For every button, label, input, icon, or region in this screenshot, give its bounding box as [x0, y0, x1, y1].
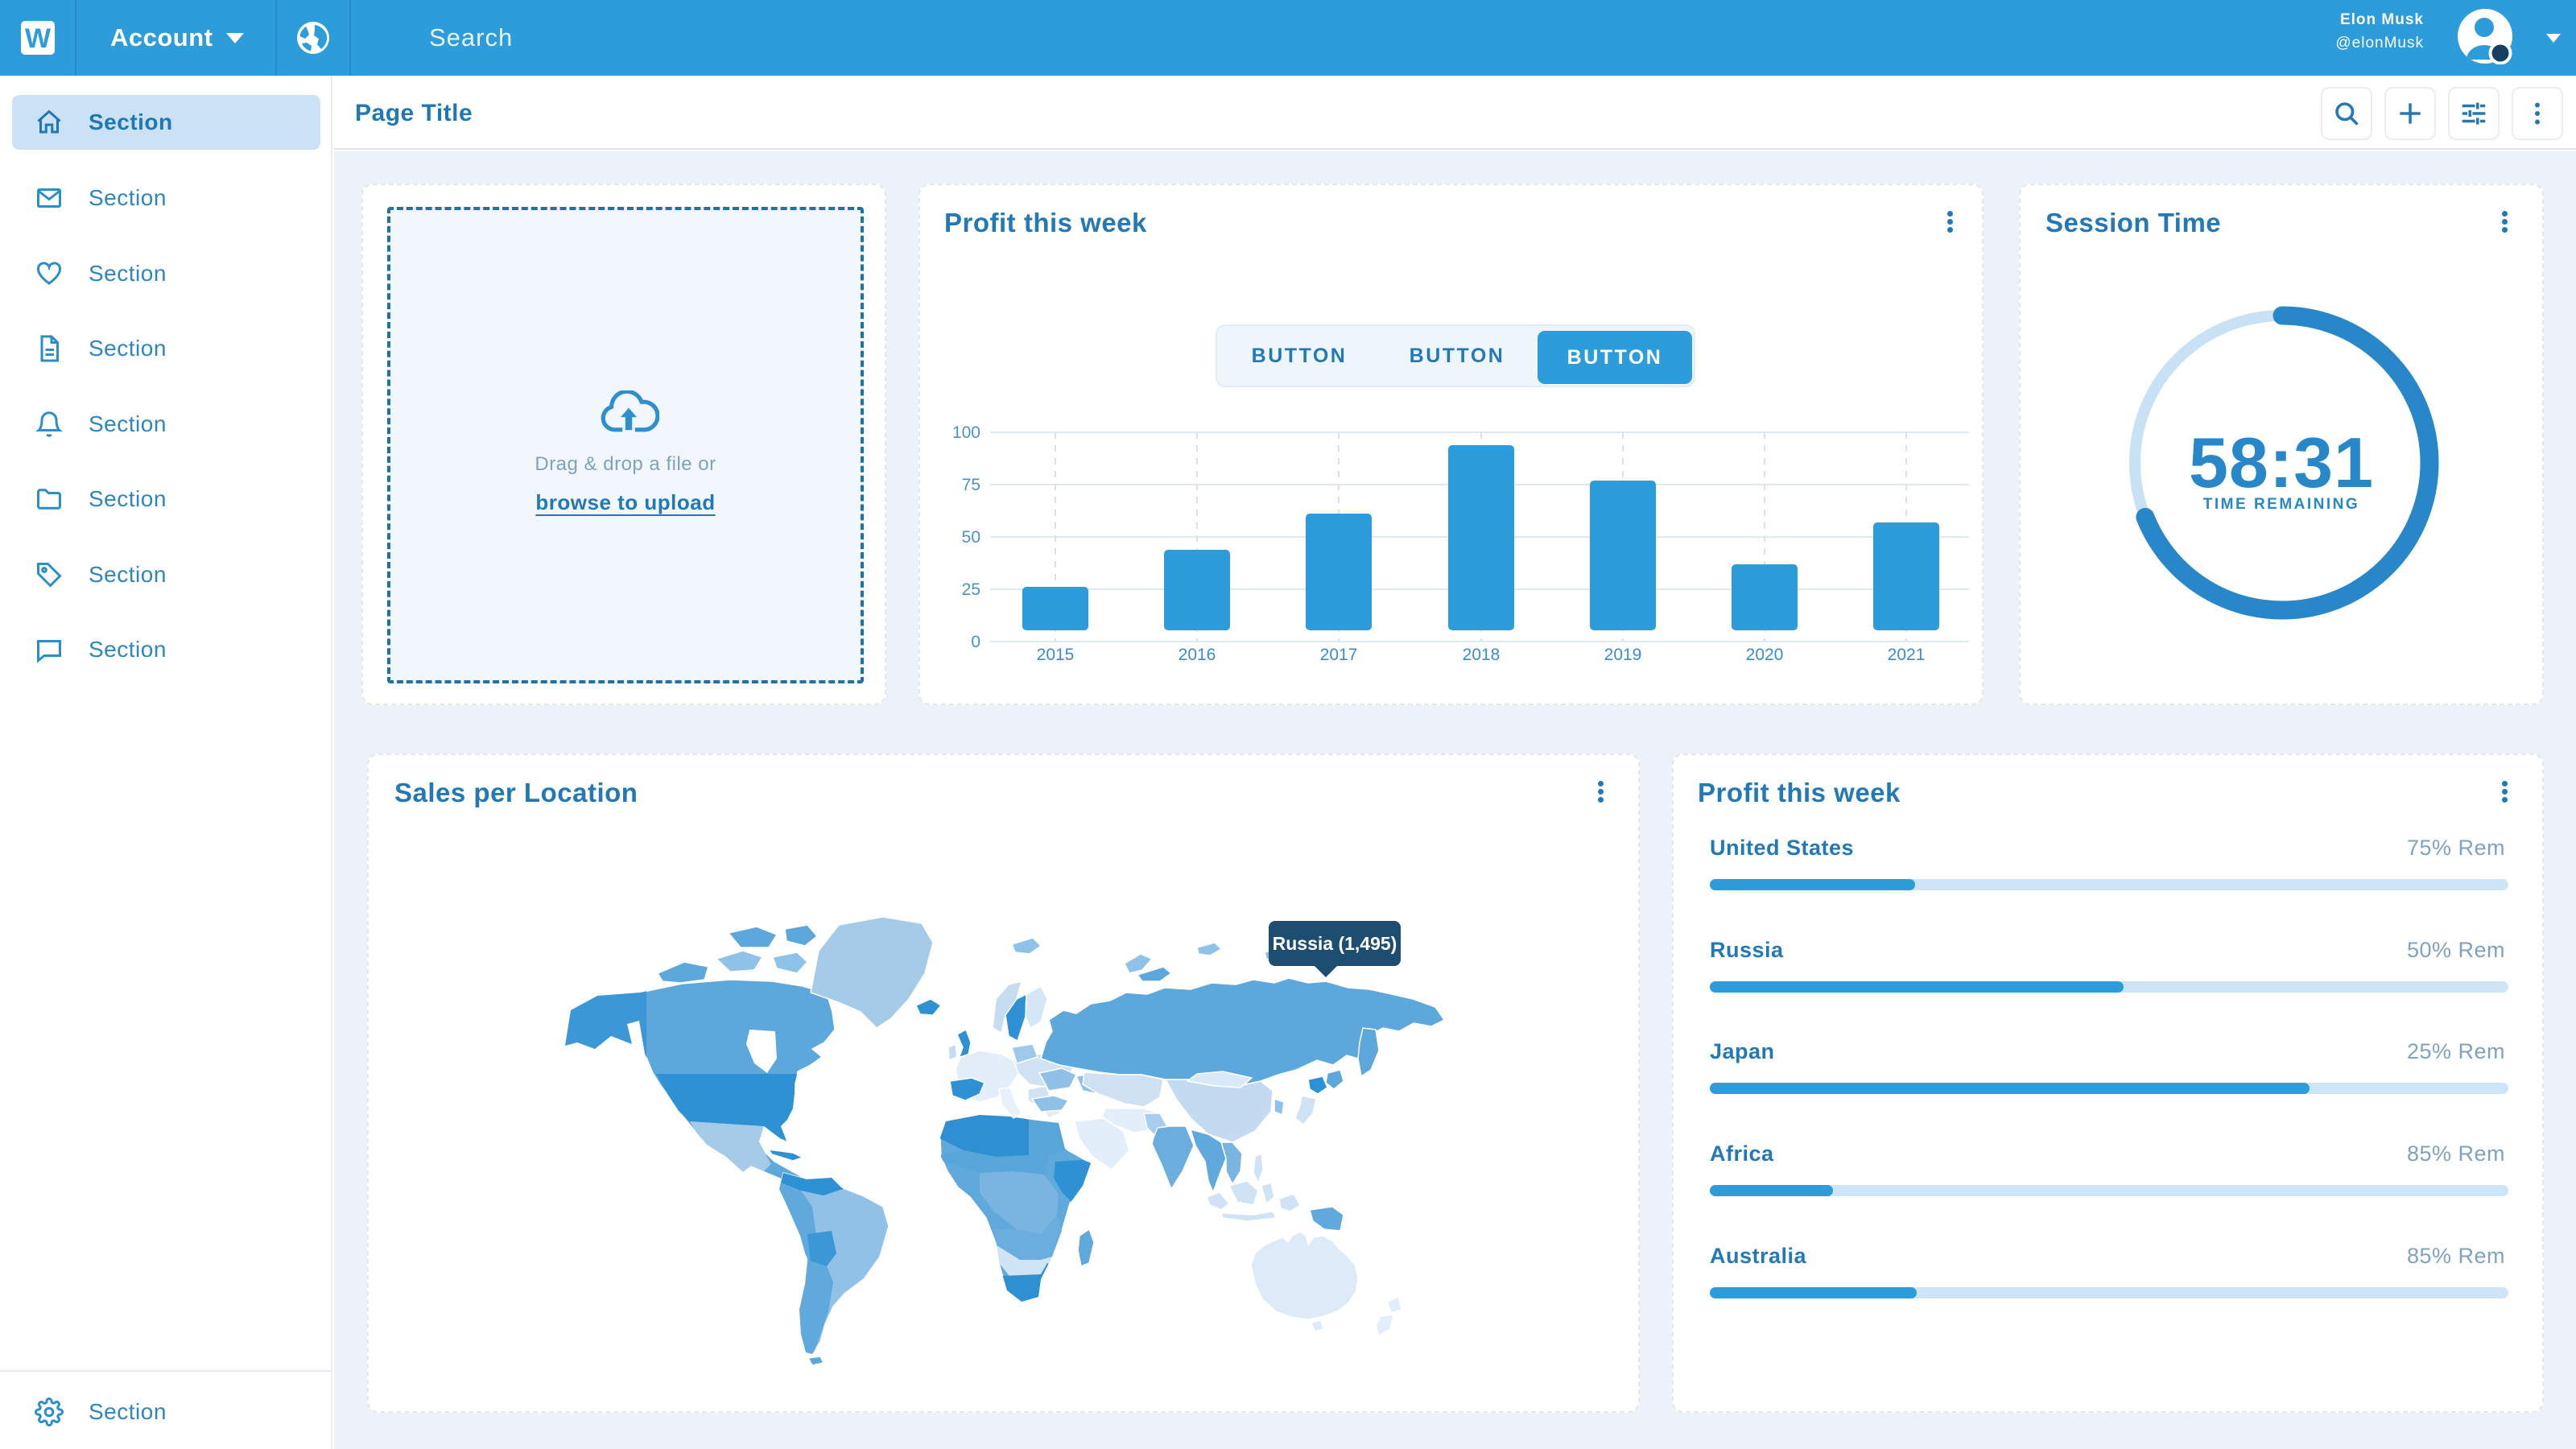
svg-text:2017: 2017 [1320, 646, 1358, 664]
svg-text:0: 0 [971, 633, 980, 651]
svg-text:2021: 2021 [1888, 646, 1926, 664]
svg-text:50: 50 [962, 528, 980, 547]
svg-text:100: 100 [952, 423, 980, 442]
svg-text:2015: 2015 [1037, 646, 1075, 664]
svg-text:2020: 2020 [1746, 646, 1784, 664]
svg-text:2019: 2019 [1604, 646, 1642, 664]
svg-text:75: 75 [962, 476, 980, 494]
svg-text:2018: 2018 [1463, 646, 1501, 664]
svg-text:25: 25 [962, 580, 980, 599]
svg-text:2016: 2016 [1179, 646, 1216, 664]
